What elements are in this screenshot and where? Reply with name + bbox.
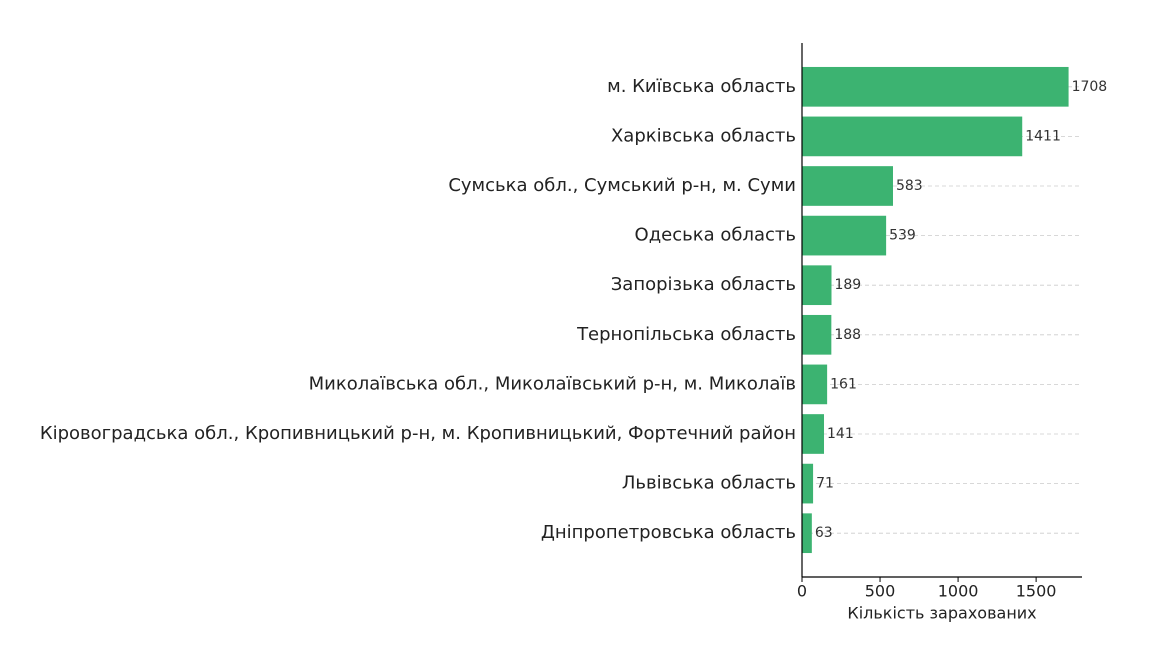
- value-label: 161: [830, 376, 857, 392]
- value-label: 63: [815, 525, 833, 541]
- bar: [802, 66, 1069, 107]
- x-tick-label: 1000: [938, 582, 979, 601]
- value-label: 189: [834, 277, 861, 293]
- bar: [802, 314, 832, 355]
- value-label: 141: [827, 426, 854, 442]
- bar: [802, 116, 1023, 157]
- bar: [802, 414, 825, 454]
- value-label: 1411: [1025, 128, 1061, 144]
- bar: [802, 265, 832, 306]
- y-tick-label: Одеська область: [635, 225, 796, 246]
- y-tick-label: Сумська обл., Сумський р-н, м. Суми: [448, 175, 796, 196]
- y-tick-label: Харківська область: [611, 125, 796, 146]
- y-tick-label: Дніпропетровська область: [541, 522, 796, 543]
- y-tick-label: Миколаївська обл., Миколаївський р-н, м.…: [309, 373, 796, 394]
- y-tick-label: Запорізька область: [611, 274, 796, 295]
- y-tick-label: Львівська область: [622, 473, 796, 494]
- value-label: 539: [889, 228, 916, 244]
- value-label: 71: [816, 476, 834, 492]
- y-tick-label: Кіровоградська обл., Кропивницький р-н, …: [40, 423, 796, 444]
- bar: [802, 364, 828, 405]
- value-label: 583: [896, 178, 923, 194]
- y-tick-label: м. Київська область: [607, 76, 796, 97]
- bar: [802, 513, 812, 554]
- x-axis-label: Кількість зарахованих: [847, 604, 1036, 623]
- bar: [802, 166, 893, 206]
- bar: [802, 215, 887, 256]
- x-tick-label: 500: [865, 582, 896, 601]
- value-label: 1708: [1072, 79, 1108, 95]
- bar: [802, 463, 814, 504]
- value-label: 188: [834, 327, 861, 343]
- x-tick-label: 0: [797, 582, 807, 601]
- x-tick-label: 1500: [1016, 582, 1057, 601]
- y-tick-label: Тернопільська область: [576, 324, 796, 345]
